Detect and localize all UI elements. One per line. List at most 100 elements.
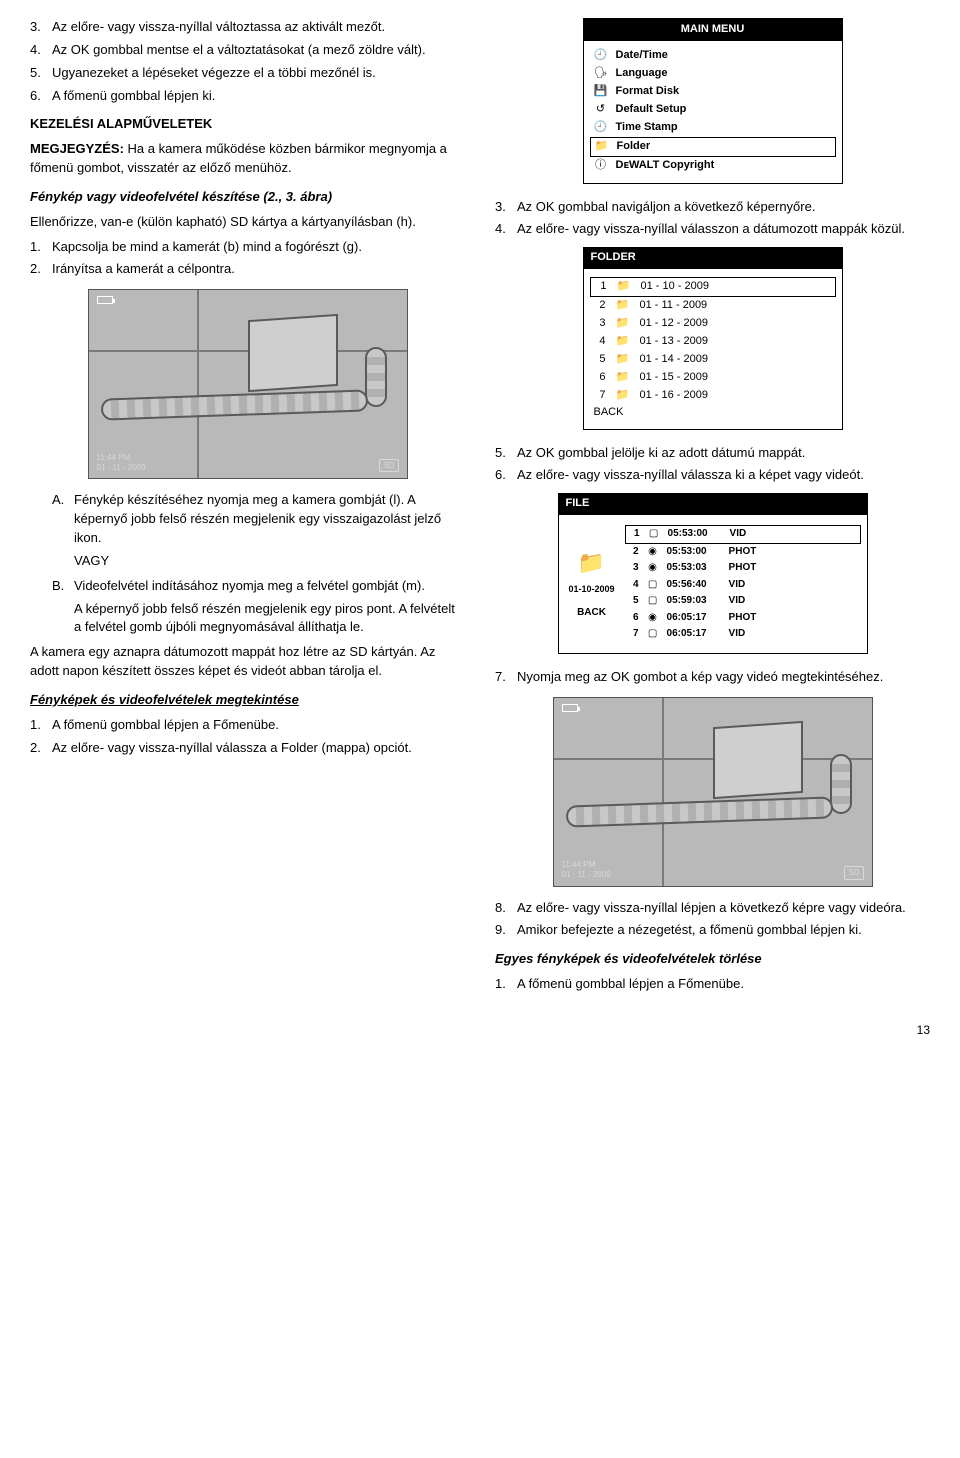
folder-item[interactable]: 4📁01 - 13 - 2009 xyxy=(594,333,832,351)
preview-date: 01 - 11 - 2009 xyxy=(97,463,146,472)
list-text: Irányítsa a kamerát a célpontra. xyxy=(52,260,465,279)
menu-item[interactable]: 📁Folder xyxy=(590,137,836,157)
file-type: VID xyxy=(729,578,763,593)
folder-item[interactable]: 2📁01 - 11 - 2009 xyxy=(594,297,832,315)
file-item[interactable]: 5▢05:59:03VID xyxy=(629,593,857,610)
file-type-icon: ◉ xyxy=(647,545,659,560)
list-item: 6.Az előre- vagy vissza-nyíllal válassza… xyxy=(495,466,930,485)
file-type-icon: ◉ xyxy=(647,561,659,576)
list-text: Az OK gombbal navigáljon a következő kép… xyxy=(517,198,930,217)
menu-item-icon: 🕘 xyxy=(594,48,608,64)
left-column: 3.Az előre- vagy vissza-nyíllal változta… xyxy=(30,18,465,998)
list-item: 1. A főmenü gombbal lépjen a Főmenübe. xyxy=(495,975,930,994)
menu-item-icon: 💾 xyxy=(594,84,608,100)
list-text: Nyomja meg az OK gombot a kép vagy videó… xyxy=(517,668,930,687)
menu-item[interactable]: 💾 Format Disk xyxy=(594,83,832,101)
list-num: 4. xyxy=(30,41,52,60)
file-item[interactable]: 2◉05:53:00PHOT xyxy=(629,544,857,561)
list-item: 9.Amikor befejezte a nézegetést, a főmen… xyxy=(495,921,930,940)
folder-item[interactable]: 3📁01 - 12 - 2009 xyxy=(594,315,832,333)
file-item[interactable]: 7▢06:05:17VID xyxy=(629,626,857,643)
list-num: 9. xyxy=(495,921,517,940)
menu-item-label: Date/Time xyxy=(616,48,832,64)
file-item[interactable]: 6◉06:05:17PHOT xyxy=(629,610,857,627)
menu-item[interactable]: 🗣Language xyxy=(594,65,832,83)
list-text: Az OK gombbal mentse el a változtatásoka… xyxy=(52,41,465,60)
folder-index: 1 xyxy=(595,279,607,295)
menu-item-label: Time Stamp xyxy=(616,120,832,136)
file-index: 4 xyxy=(629,578,639,593)
menu-item-label: Language xyxy=(616,66,832,82)
substep-a: A. Fénykép készítéséhez nyomja meg a kam… xyxy=(30,491,465,548)
substep-label: A. xyxy=(52,491,74,548)
substep-label: B. xyxy=(52,577,74,596)
file-index: 6 xyxy=(629,611,639,626)
folder-index: 6 xyxy=(594,370,606,386)
file-type: PHOT xyxy=(729,611,763,626)
delete-title: Egyes fényképek és videofelvételek törlé… xyxy=(495,950,930,969)
list-item: 4.Az előre- vagy vissza-nyíllal válasszo… xyxy=(495,220,930,239)
file-time: 05:53:00 xyxy=(668,527,722,542)
list-text: Ugyanezeket a lépéseket végezze el a töb… xyxy=(52,64,465,83)
menu-item[interactable]: 🕘 Date/Time xyxy=(594,47,832,65)
preview-time: 11:44 PM xyxy=(562,860,596,869)
file-time: 06:05:17 xyxy=(667,627,721,642)
file-time: 05:56:40 xyxy=(667,578,721,593)
photo-intro: Ellenőrizze, van-e (külön kapható) SD ká… xyxy=(30,213,465,232)
file-type: VID xyxy=(729,594,763,609)
folder-item[interactable]: 1📁01 - 10 - 2009 xyxy=(590,277,836,297)
folder-title: FOLDER xyxy=(583,247,843,269)
folder-item[interactable]: 6 📁 01 - 15 - 2009 xyxy=(594,369,832,387)
sd-badge: SD xyxy=(379,459,398,473)
menu-item-label: Format Disk xyxy=(616,84,832,100)
substep-b: B. Videofelvétel indításához nyomja meg … xyxy=(30,577,465,596)
folder-index: 3 xyxy=(594,316,606,332)
folder-label: 01 - 12 - 2009 xyxy=(640,316,832,332)
list-item: 1.A főmenü gombbal lépjen a Főmenübe. xyxy=(30,716,465,735)
folder-index: 5 xyxy=(594,352,606,368)
list-num: 4. xyxy=(495,220,517,239)
file-box: FILE 📁 01-10-2009 BACK 1▢05:53:00VID2◉05… xyxy=(558,493,868,653)
camera-preview-2: 11:44 PM 01 - 11 - 2009 SD xyxy=(553,697,873,887)
file-back: BACK xyxy=(577,606,606,621)
folder-icon: 📁 xyxy=(616,370,630,386)
battery-icon xyxy=(97,296,113,304)
para-after: A kamera egy aznapra dátumozott mappát h… xyxy=(30,643,465,681)
folder-back: BACK xyxy=(594,405,832,421)
file-item[interactable]: 4▢05:56:40VID xyxy=(629,577,857,594)
battery-icon xyxy=(562,704,578,712)
menu-item[interactable]: 🕘Time Stamp xyxy=(594,119,832,137)
list-num: 1. xyxy=(30,716,52,735)
list-item: 4.Az OK gombbal mentse el a változtatáso… xyxy=(30,41,465,60)
folder-label: 01 - 15 - 2009 xyxy=(640,370,832,386)
list-text: Kapcsolja be mind a kamerát (b) mind a f… xyxy=(52,238,465,257)
list-num: 2. xyxy=(30,260,52,279)
list-num: 3. xyxy=(495,198,517,217)
list-item: 6.A főmenü gombbal lépjen ki. xyxy=(30,87,465,106)
file-type: PHOT xyxy=(729,545,763,560)
substep-text: Fénykép készítéséhez nyomja meg a kamera… xyxy=(74,491,465,548)
list-num: 1. xyxy=(495,975,517,994)
folder-icon: 📁 xyxy=(616,352,630,368)
file-item[interactable]: 3◉05:53:03PHOT xyxy=(629,560,857,577)
file-time: 05:59:03 xyxy=(667,594,721,609)
folder-label: 01 - 10 - 2009 xyxy=(641,279,831,295)
folder-box: FOLDER 1📁01 - 10 - 20092📁01 - 11 - 20093… xyxy=(583,247,843,429)
menu-item[interactable]: ↺Default Setup xyxy=(594,101,832,119)
list-num: 7. xyxy=(495,668,517,687)
file-item[interactable]: 1▢05:53:00VID xyxy=(625,525,861,544)
list-text: Az előre- vagy vissza-nyíllal válassza k… xyxy=(517,466,930,485)
folder-item[interactable]: 7📁01 - 16 - 2009 xyxy=(594,387,832,405)
file-index: 2 xyxy=(629,545,639,560)
list-item: 3.Az előre- vagy vissza-nyíllal változta… xyxy=(30,18,465,37)
file-time: 05:53:03 xyxy=(667,561,721,576)
list-item: 1.Kapcsolja be mind a kamerát (b) mind a… xyxy=(30,238,465,257)
menu-item-label: DᴇWALT Copyright xyxy=(616,158,832,174)
file-type: VID xyxy=(730,527,764,542)
list-item: 2.Irányítsa a kamerát a célpontra. xyxy=(30,260,465,279)
folder-label: 01 - 13 - 2009 xyxy=(640,334,832,350)
folder-icon: 📁 xyxy=(616,388,630,404)
folder-item[interactable]: 5📁01 - 14 - 2009 xyxy=(594,351,832,369)
menu-item[interactable]: ⓘDᴇWALT Copyright xyxy=(594,157,832,175)
folder-index: 7 xyxy=(594,388,606,404)
